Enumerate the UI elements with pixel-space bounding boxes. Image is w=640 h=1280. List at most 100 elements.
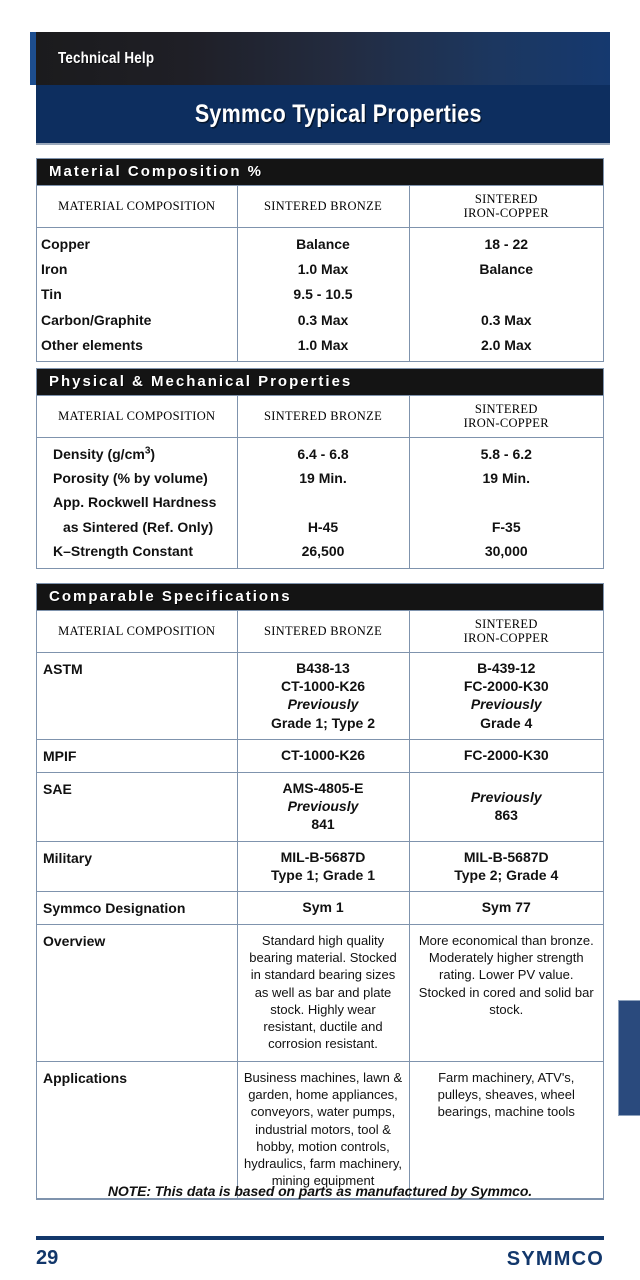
row-label: Copper <box>37 227 238 258</box>
table-row-overview: Overview Standard high quality bearing m… <box>37 924 603 1063</box>
row-value-bronze: CT-1000-K26 <box>236 738 410 773</box>
table-caption: Physical & Mechanical Properties <box>37 369 603 395</box>
row-value-iron: 0.3 Max <box>408 307 603 333</box>
header-title-band: Symmco Typical Properties <box>36 85 610 145</box>
cell-line: 841 <box>311 816 335 833</box>
row-value-bronze: 1.0 Max <box>236 332 410 361</box>
col-header-iron-copper: SINTERED IRON-COPPER <box>408 185 603 228</box>
row-value-bronze: Sym 1 <box>236 890 410 926</box>
cell-line: FC-2000-K30 <box>463 678 549 695</box>
table-row: ASTM B438-13 CT-1000-K26 Previously Grade 1… <box>37 652 603 740</box>
applications-bronze: Business machines, lawn & garden, home a… <box>236 1061 410 1200</box>
cell-line: Sym 77 <box>481 899 531 916</box>
table-row: Military MIL-B-5687D Type 1; Grade 1 MIL-… <box>37 840 603 892</box>
row-value-iron: FC-2000-K30 <box>408 738 603 773</box>
row-value-bronze: H-45 <box>236 514 410 539</box>
page-title: Symmco Typical Properties <box>195 99 482 128</box>
row-value-iron: 5.8 - 6.2 <box>408 437 603 467</box>
table-material-composition: Material Composition % MATERIAL COMPOSIT… <box>36 158 604 362</box>
row-label: Symmco Designation <box>37 890 238 926</box>
cell-line: MIL-B-5687D <box>280 848 366 865</box>
cell-line: Previously <box>470 789 542 806</box>
col-header-bronze: SINTERED BRONZE <box>236 395 410 438</box>
col-header-iron-line2: IRON-COPPER <box>463 206 549 220</box>
row-value-iron: Balance <box>408 257 603 283</box>
row-value-iron: 18 - 22 <box>408 227 603 258</box>
table-row: Copper Balance 18 - 22 <box>37 227 603 258</box>
row-value-bronze <box>236 490 410 515</box>
col-header-iron-copper: SINTERED IRON-COPPER <box>408 395 603 438</box>
header-kicker-text: Technical Help <box>58 49 155 67</box>
table-row: MPIF CT-1000-K26 FC-2000-K30 <box>37 738 603 773</box>
cell-line: Previously <box>287 696 359 713</box>
row-label: ASTM <box>37 652 238 740</box>
table-row: SAE AMS-4805-E Previously 841 Previously 86… <box>37 771 603 842</box>
row-value-bronze: 19 Min. <box>236 466 410 491</box>
applications-iron: Farm machinery, ATV's, pulleys, sheaves,… <box>408 1061 603 1200</box>
row-label: Carbon/Graphite <box>37 307 238 333</box>
physical-grid: MATERIAL COMPOSITION SINTERED BRONZE SIN… <box>37 395 603 568</box>
row-label: Overview <box>37 924 238 1063</box>
row-value-bronze: 9.5 - 10.5 <box>236 282 410 308</box>
col-header-material: MATERIAL COMPOSITION <box>37 610 238 653</box>
table-row: K–Strength Constant 26,500 30,000 <box>37 538 603 568</box>
table-row: Porosity (% by volume) 19 Min. 19 Min. <box>37 466 603 491</box>
row-value-iron: MIL-B-5687D Type 2; Grade 4 <box>408 840 603 892</box>
table-caption: Material Composition % <box>37 159 603 185</box>
row-value-iron: Previously 863 <box>408 771 603 842</box>
row-value-iron: 19 Min. <box>408 466 603 491</box>
row-value-bronze: MIL-B-5687D Type 1; Grade 1 <box>236 840 410 892</box>
cell-line: CT-1000-K26 <box>280 747 366 764</box>
column-header-row: MATERIAL COMPOSITION SINTERED BRONZE SIN… <box>37 610 603 653</box>
row-value-iron <box>408 490 603 515</box>
table-row: Carbon/Graphite 0.3 Max 0.3 Max <box>37 307 603 333</box>
row-value-iron: F-35 <box>408 514 603 539</box>
composition-body: Copper Balance 18 - 22 Iron 1.0 Max Bala… <box>37 227 603 361</box>
row-label: Military <box>37 840 238 892</box>
cell-line: MIL-B-5687D <box>463 848 549 865</box>
page-number: 29 <box>36 1247 59 1269</box>
col-header-iron-copper: SINTERED IRON-COPPER <box>408 610 603 653</box>
header-kicker-band: Technical Help <box>30 32 610 85</box>
row-label: Other elements <box>37 332 238 361</box>
cell-line: 863 <box>494 807 518 824</box>
table-row: Iron 1.0 Max Balance <box>37 257 603 283</box>
page-edge-tab <box>618 1000 640 1116</box>
specs-body: ASTM B438-13 CT-1000-K26 Previously Grade 1… <box>37 652 603 1200</box>
table-caption: Comparable Specifications <box>37 584 603 610</box>
physical-body: Density (g/cm3) 6.4 - 6.8 5.8 - 6.2 Poro… <box>37 437 603 568</box>
row-value-iron: B-439-12 FC-2000-K30 Previously Grade 4 <box>408 652 603 740</box>
col-header-bronze: SINTERED BRONZE <box>236 610 410 653</box>
cell-line: AMS-4805-E <box>282 779 364 796</box>
row-label: App. Rockwell Hardness <box>37 490 238 515</box>
overview-bronze: Standard high quality bearing material. … <box>236 924 410 1063</box>
row-value-bronze: 6.4 - 6.8 <box>236 437 410 467</box>
table-row: Density (g/cm3) 6.4 - 6.8 5.8 - 6.2 <box>37 437 603 467</box>
row-value-iron <box>408 282 603 308</box>
row-value-bronze: 0.3 Max <box>236 307 410 333</box>
row-value-bronze: B438-13 CT-1000-K26 Previously Grade 1; Typ… <box>236 652 410 740</box>
row-value-bronze: Balance <box>236 227 410 258</box>
row-value-iron: Sym 77 <box>408 890 603 926</box>
cell-line: B438-13 <box>296 660 350 676</box>
table-row: Other elements 1.0 Max 2.0 Max <box>37 332 603 361</box>
column-header-row: MATERIAL COMPOSITION SINTERED BRONZE SIN… <box>37 395 603 438</box>
table-row: Symmco Designation Sym 1 Sym 77 <box>37 890 603 926</box>
row-label: Tin <box>37 282 238 308</box>
col-header-iron-line1: SINTERED <box>474 402 538 416</box>
specs-grid: MATERIAL COMPOSITION SINTERED BRONZE SIN… <box>37 610 603 1200</box>
row-label: Porosity (% by volume) <box>37 466 238 491</box>
row-value-bronze: AMS-4805-E Previously 841 <box>236 771 410 842</box>
cell-line: B-439-12 <box>477 660 536 676</box>
cell-line: Type 2; Grade 4 <box>454 866 559 883</box>
col-header-bronze: SINTERED BRONZE <box>236 185 410 228</box>
cell-line: Previously <box>470 696 542 713</box>
row-value-iron: 30,000 <box>408 538 603 568</box>
cell-line: FC-2000-K30 <box>463 747 549 764</box>
cell-line: Previously <box>287 798 359 815</box>
cell-line: CT-1000-K26 <box>280 678 366 695</box>
col-header-iron-line2: IRON-COPPER <box>463 416 549 430</box>
row-value-bronze: 1.0 Max <box>236 257 410 283</box>
footer-divider <box>36 1236 604 1240</box>
